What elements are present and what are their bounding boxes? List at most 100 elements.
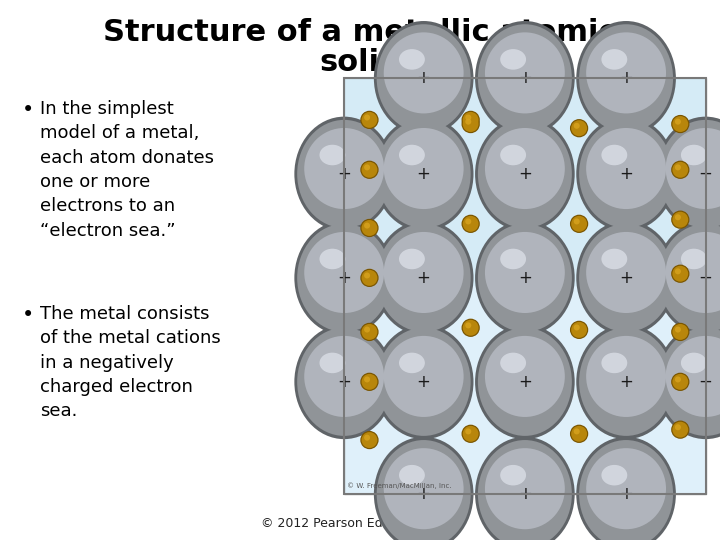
Ellipse shape	[666, 128, 720, 209]
Circle shape	[671, 323, 690, 341]
Circle shape	[364, 435, 370, 441]
Circle shape	[462, 319, 480, 337]
Circle shape	[462, 115, 480, 133]
Bar	[344, 78, 706, 494]
Ellipse shape	[500, 49, 526, 70]
Circle shape	[364, 114, 370, 120]
Circle shape	[672, 116, 688, 132]
Circle shape	[465, 428, 472, 435]
Ellipse shape	[374, 21, 474, 136]
Ellipse shape	[305, 232, 384, 313]
Ellipse shape	[475, 220, 575, 335]
Ellipse shape	[666, 232, 720, 313]
Circle shape	[671, 265, 690, 283]
Text: +: +	[619, 269, 633, 287]
Circle shape	[462, 215, 480, 233]
Text: +: +	[518, 69, 532, 87]
Ellipse shape	[601, 145, 627, 165]
Circle shape	[671, 211, 690, 229]
Ellipse shape	[579, 24, 673, 132]
Text: +: +	[417, 165, 431, 183]
Text: © 2012 Pearson Education, Inc.: © 2012 Pearson Education, Inc.	[261, 517, 459, 530]
Ellipse shape	[579, 440, 673, 540]
Ellipse shape	[377, 24, 471, 132]
Ellipse shape	[500, 465, 526, 485]
Circle shape	[360, 373, 379, 391]
Circle shape	[571, 322, 587, 338]
Ellipse shape	[305, 128, 384, 209]
Ellipse shape	[294, 220, 394, 335]
Circle shape	[463, 426, 479, 442]
Circle shape	[361, 162, 377, 178]
Circle shape	[361, 220, 377, 236]
Ellipse shape	[374, 325, 474, 439]
Ellipse shape	[579, 120, 673, 228]
Text: +: +	[417, 485, 431, 503]
Text: +: +	[698, 269, 713, 287]
Ellipse shape	[681, 145, 707, 165]
Circle shape	[463, 112, 479, 128]
Ellipse shape	[666, 336, 720, 417]
Ellipse shape	[478, 120, 572, 228]
Circle shape	[360, 323, 379, 341]
Text: The metal consists
of the metal cations
in a negatively
charged electron
sea.: The metal consists of the metal cations …	[40, 305, 221, 420]
Ellipse shape	[681, 249, 707, 269]
Ellipse shape	[475, 21, 575, 136]
Circle shape	[465, 114, 472, 120]
Circle shape	[463, 216, 479, 232]
Circle shape	[360, 219, 379, 237]
Ellipse shape	[384, 128, 464, 209]
Ellipse shape	[294, 117, 394, 231]
Circle shape	[675, 376, 681, 382]
Circle shape	[570, 215, 588, 233]
Circle shape	[675, 214, 681, 220]
Ellipse shape	[681, 353, 707, 373]
Circle shape	[571, 426, 587, 442]
Circle shape	[462, 111, 480, 129]
Ellipse shape	[294, 325, 394, 439]
Ellipse shape	[399, 49, 425, 70]
Circle shape	[675, 268, 681, 274]
Ellipse shape	[500, 249, 526, 269]
Circle shape	[574, 428, 580, 435]
Circle shape	[574, 123, 580, 129]
Text: •: •	[22, 305, 35, 325]
Ellipse shape	[485, 232, 564, 313]
Circle shape	[672, 212, 688, 228]
Circle shape	[671, 421, 690, 439]
Circle shape	[364, 164, 370, 171]
Ellipse shape	[399, 353, 425, 373]
Ellipse shape	[485, 448, 564, 529]
Circle shape	[360, 111, 379, 129]
Text: +: +	[417, 69, 431, 87]
Circle shape	[463, 116, 479, 132]
Text: solid: solid	[319, 48, 401, 77]
Text: +: +	[337, 373, 351, 391]
Text: +: +	[619, 373, 633, 391]
Ellipse shape	[384, 336, 464, 417]
Bar	[344, 78, 706, 494]
Circle shape	[671, 373, 690, 391]
Ellipse shape	[478, 224, 572, 332]
Ellipse shape	[478, 24, 572, 132]
Text: +: +	[518, 165, 532, 183]
Circle shape	[361, 112, 377, 128]
Ellipse shape	[485, 336, 564, 417]
Ellipse shape	[374, 117, 474, 231]
Ellipse shape	[377, 440, 471, 540]
Text: +: +	[619, 69, 633, 87]
Ellipse shape	[586, 32, 666, 113]
Circle shape	[675, 327, 681, 333]
Ellipse shape	[659, 120, 720, 228]
Circle shape	[570, 119, 588, 137]
Ellipse shape	[384, 32, 464, 113]
Ellipse shape	[576, 21, 676, 136]
Circle shape	[465, 119, 472, 125]
Text: +: +	[518, 269, 532, 287]
Ellipse shape	[586, 448, 666, 529]
Circle shape	[672, 266, 688, 282]
Text: +: +	[337, 269, 351, 287]
Ellipse shape	[377, 328, 471, 436]
Ellipse shape	[576, 220, 676, 335]
Ellipse shape	[500, 145, 526, 165]
